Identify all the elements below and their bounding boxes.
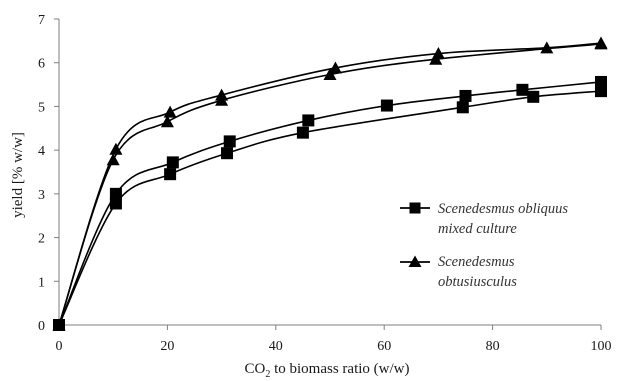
data-point-triangle — [215, 93, 229, 106]
data-markers — [52, 36, 608, 331]
data-point-square — [221, 147, 234, 160]
legend-label-obliquus-line1: Scenedesmus obliquus — [438, 201, 568, 217]
x-tick-label: 40 — [269, 339, 283, 354]
data-point-triangle — [52, 318, 66, 331]
data-point-square — [459, 89, 472, 102]
x-axis-title-prefix: CO — [245, 361, 266, 377]
y-tick-label: 7 — [38, 13, 45, 28]
data-point-square — [595, 85, 607, 98]
data-point-triangle — [163, 105, 177, 118]
legend-marker-square-icon — [409, 202, 421, 214]
data-point-triangle — [106, 153, 120, 166]
data-point-square — [109, 187, 122, 200]
legend-label-obliquus-line2: mixed culture — [438, 221, 517, 237]
x-tick-label: 20 — [160, 339, 174, 354]
y-axis-title: yield [% w/w] — [10, 132, 26, 218]
data-point-square — [456, 101, 469, 114]
data-point-square — [296, 126, 309, 139]
x-tick-label: 80 — [486, 339, 500, 354]
data-point-square — [527, 90, 540, 103]
y-tick-label: 3 — [38, 188, 45, 203]
data-point-triangle — [594, 37, 608, 50]
x-axis-title: CO2 to biomass ratio (w/w) — [245, 361, 410, 380]
legend-label-obtusiusculus-line1: Scenedesmus — [438, 254, 515, 270]
data-point-square — [380, 99, 393, 112]
x-axis-title-suffix: to biomass ratio (w/w) — [270, 361, 409, 377]
y-tick-label: 2 — [38, 232, 45, 247]
x-tick-label: 0 — [56, 339, 63, 354]
legend-label-obtusiusculus-line2: obtusiusculus — [438, 274, 517, 290]
data-point-triangle — [109, 142, 123, 155]
legend-marker-triangle-icon — [408, 255, 422, 267]
data-point-triangle — [429, 52, 443, 65]
axes — [54, 18, 602, 330]
tick-labels: 0 1 2 3 4 5 6 7 0 20 40 60 80 100 — [38, 13, 612, 354]
x-tick-label: 60 — [377, 339, 391, 354]
y-tick-label: 1 — [38, 275, 45, 290]
data-point-square — [595, 75, 607, 88]
legend: Scenedesmus obliquus mixed culture Scene… — [400, 201, 568, 290]
data-point-square — [302, 114, 315, 127]
data-point-triangle — [160, 115, 174, 128]
data-point-square — [516, 83, 529, 96]
data-point-square — [109, 197, 122, 210]
data-point-square — [164, 168, 177, 181]
y-tick-label: 5 — [38, 100, 45, 115]
y-tick-label: 6 — [38, 57, 45, 72]
data-point-square — [223, 135, 236, 148]
x-tick-label: 100 — [591, 339, 612, 354]
x-axis-title-sub: 2 — [265, 369, 270, 380]
data-point-triangle — [540, 41, 554, 54]
series-1-lower-line — [58, 43, 602, 326]
y-tick-label: 4 — [38, 144, 45, 159]
data-point-square — [166, 156, 179, 169]
data-point-triangle — [328, 61, 342, 74]
y-tick-label: 0 — [38, 319, 45, 334]
data-point-triangle — [323, 68, 337, 81]
